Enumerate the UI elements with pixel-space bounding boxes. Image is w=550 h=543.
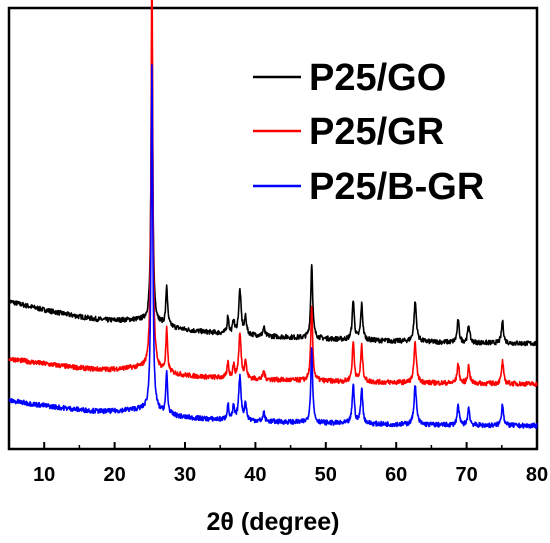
legend-label-0: P25/GO [309,57,446,99]
x-tick-label-30: 30 [174,464,196,486]
x-tick-label-50: 50 [315,464,337,486]
x-tick-label-60: 60 [385,464,407,486]
x-tick-label-70: 70 [455,464,477,486]
x-tick-label-80: 80 [526,464,548,486]
legend-label-1: P25/GR [309,111,444,153]
x-tick-label-10: 10 [33,464,55,486]
x-tick-label-40: 40 [244,464,266,486]
plot-frame [9,8,537,449]
legend-label-2: P25/B-GR [309,166,484,208]
x-axis-title: 2θ (degree) [207,508,340,536]
series-layer [9,0,537,428]
legend: P25/GO P25/GR P25/B-GR [253,57,484,208]
x-tick-label-20: 20 [103,464,125,486]
